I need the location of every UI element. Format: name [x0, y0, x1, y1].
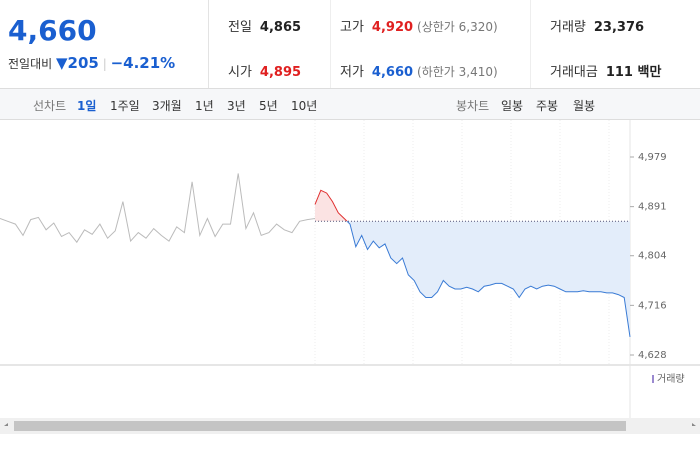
- period-tab[interactable]: 5년: [259, 99, 278, 113]
- divider: [530, 0, 531, 88]
- price-line: [346, 221, 631, 337]
- stat-label: 저가: [340, 65, 364, 80]
- period-tab[interactable]: 1일: [77, 99, 97, 113]
- stat-value: 4,895: [259, 65, 302, 80]
- period-tab[interactable]: 10년: [291, 99, 318, 113]
- scroll-arrow: [692, 423, 696, 426]
- quote-panel: 4,660 전일대비 ▼205 | −4.21%: [0, 0, 209, 88]
- stat-note: (하한가 3,410): [417, 65, 498, 79]
- stat: 전일 4,865: [228, 16, 301, 35]
- y-tick-label: 4,716: [638, 300, 667, 311]
- y-tick-label: 4,804: [638, 251, 667, 262]
- change-value: 205: [67, 54, 99, 72]
- stat-value: 111 백만: [605, 65, 662, 80]
- y-tick-label: 4,891: [638, 202, 667, 213]
- y-tick-label: 4,979: [638, 152, 667, 163]
- y-tick-label: 4,628: [638, 350, 667, 361]
- tab-group-label: 봉차트: [456, 99, 490, 113]
- price-line: [0, 173, 316, 244]
- stat-value: 4,920: [371, 20, 414, 35]
- period-tab[interactable]: 3개월: [152, 99, 182, 113]
- stat-label: 전일: [228, 20, 252, 35]
- tab-bar: 선차트 1일 1주일 3개월 1년 3년 5년 10년 봉차트 일봉 주봉 월봉: [0, 89, 700, 120]
- stat-note: (상한가 6,320): [417, 20, 498, 34]
- stat-value: 4,660: [371, 65, 414, 80]
- legend-swatch: [652, 375, 654, 383]
- candle-tab[interactable]: 일봉: [501, 99, 524, 113]
- price: 4,660: [8, 14, 97, 47]
- candle-tab[interactable]: 주봉: [536, 99, 559, 113]
- header: 4,660 전일대비 ▼205 | −4.21% 전일 4,865 고가 4,920(…: [0, 0, 700, 89]
- stat-value: 4,865: [259, 20, 302, 35]
- volume-label: 거래량: [657, 373, 685, 385]
- scroll-arrow: [4, 423, 8, 426]
- stat-label: 고가: [340, 20, 364, 35]
- change-pct: −4.21%: [110, 54, 176, 72]
- period-tab[interactable]: 3년: [227, 99, 246, 113]
- stat: 거래대금 111 백만: [550, 61, 661, 80]
- change-label: 전일대비: [8, 57, 53, 71]
- chart: 4,9794,8914,8044,7164,628거래량10:0011:0012…: [0, 120, 700, 434]
- candle-tab[interactable]: 월봉: [573, 99, 596, 113]
- tab-group-label: 선차트: [33, 99, 67, 113]
- stat-label: 거래대금: [550, 65, 598, 80]
- stat: 고가 4,920 (상한가 6,320): [340, 16, 498, 35]
- area-down: [315, 221, 630, 337]
- stat: 시가 4,895: [228, 61, 301, 80]
- scrollbar-thumb: [14, 421, 626, 431]
- stat: 거래량 23,376: [550, 16, 644, 35]
- divider: [330, 0, 331, 88]
- period-tab[interactable]: 1년: [195, 99, 214, 113]
- stat-label: 시가: [228, 65, 252, 80]
- stat: 저가 4,660 (하한가 3,410): [340, 61, 498, 80]
- change: 전일대비 ▼205 | −4.21%: [8, 54, 176, 72]
- stat-value: 23,376: [593, 20, 645, 35]
- stat-label: 거래량: [550, 20, 586, 35]
- period-tab[interactable]: 1주일: [110, 99, 140, 113]
